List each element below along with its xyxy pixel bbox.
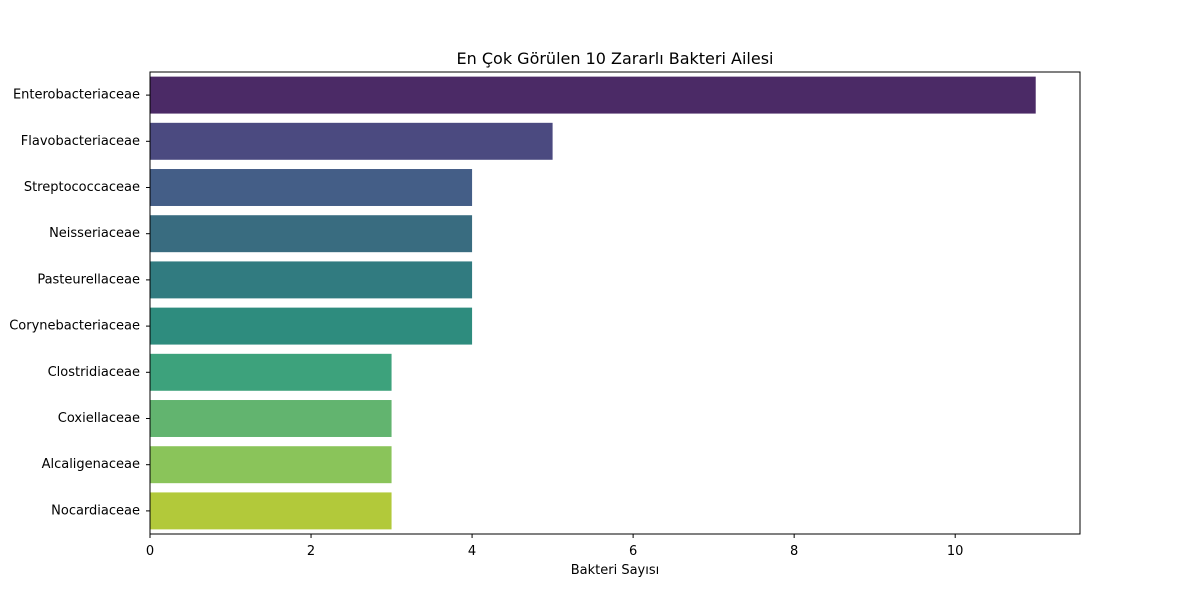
y-tick-label: Pasteurellaceae [37,272,140,287]
bar-neisseriaceae [150,215,473,253]
x-tick-label: 8 [790,544,798,559]
bar-pasteurellaceae [150,261,473,299]
bar-clostridiaceae [150,353,392,391]
y-tick-label: Clostridiaceae [48,365,140,380]
chart-title: En Çok Görülen 10 Zararlı Bakteri Ailesi [457,49,774,68]
x-tick-label: 4 [468,544,476,559]
y-tick-label: Nocardiaceae [51,503,140,518]
bar-nocardiaceae [150,492,392,530]
y-tick-label: Corynebacteriaceae [9,319,140,334]
y-tick-label: Alcaligenaceae [42,457,140,472]
y-tick-label: Enterobacteriaceae [13,88,140,103]
x-tick-label: 6 [629,544,637,559]
bars-group [150,76,1036,530]
bar-corynebacteriaceae [150,307,473,345]
bar-flavobacteriaceae [150,122,553,160]
bar-alcaligenaceae [150,446,392,484]
bar-enterobacteriaceae [150,76,1036,114]
x-tick-label: 2 [307,544,315,559]
bar-streptococcaceae [150,169,473,206]
x-tick-label: 0 [146,544,154,559]
x-tick-label: 10 [947,544,964,559]
y-tick-label: Coxiellaceae [58,411,140,426]
y-tick-label: Neisseriaceae [49,226,140,241]
y-axis: Enterobacteriaceae Flavobacteriaceae Strep… [9,88,150,518]
y-tick-label: Streptococcaceae [24,180,140,195]
plot-frame [149,71,1081,535]
bar-coxiellaceae [150,400,392,437]
x-axis: 0 2 4 6 8 10 [146,534,964,559]
x-axis-label: Bakteri Sayısı [571,563,660,578]
y-tick-label: Flavobacteriaceae [21,134,140,149]
